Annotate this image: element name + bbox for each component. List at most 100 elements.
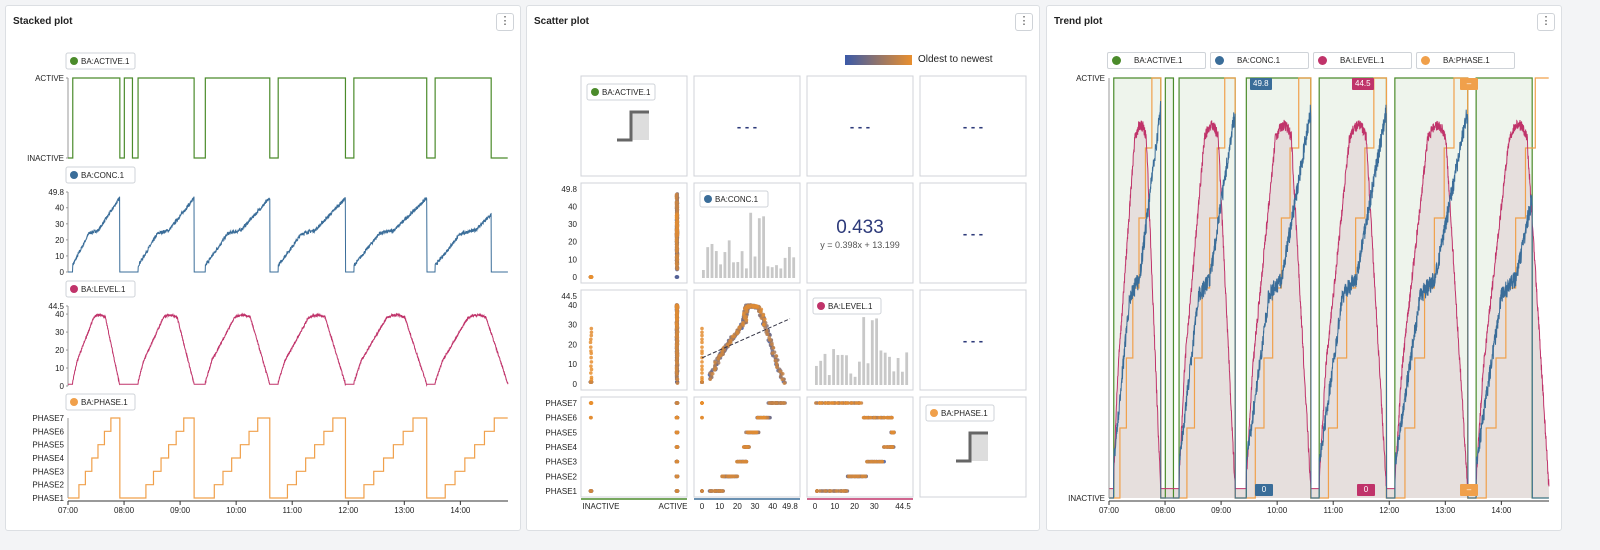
legend-label: BA:CONC.1: [1237, 56, 1281, 65]
scatter-point: [713, 366, 718, 371]
trend-plot-menu-button[interactable]: ⋮: [1537, 13, 1555, 31]
scatter-point: [589, 337, 593, 342]
scatter-point: [589, 364, 593, 368]
legend-label: BA:CONC.1: [715, 195, 759, 204]
y-tick-label: ACTIVE: [35, 74, 64, 83]
empty-cell-placeholder: - - -: [963, 119, 983, 134]
trend-legend-conc[interactable]: BA:CONC.1: [1210, 52, 1309, 69]
scatter-matrix-canvas[interactable]: - - - - - - - - - - - - - - - 0.433 y = 0.398x…: [527, 6, 1039, 530]
scatter-point: [700, 345, 704, 349]
scatter-point: [782, 381, 787, 385]
scatter-point: [850, 401, 854, 405]
correlation-value: 0.433: [836, 217, 884, 238]
legend-label: BA:ACTIVE.1: [81, 57, 130, 66]
y-tick-label: 40: [568, 301, 577, 310]
y-tick-label: 44.5: [561, 292, 577, 301]
x-tick-label: 10: [830, 502, 839, 511]
scatter-point: [870, 459, 874, 464]
scatter-point: [716, 357, 721, 361]
histogram-bar: [792, 257, 796, 278]
legend-box: [65, 166, 136, 184]
scatter-point: [675, 262, 679, 266]
series-color-dot: [1318, 56, 1327, 65]
scatter-point: [865, 459, 869, 464]
scatter-point: [589, 333, 594, 338]
scatter-point: [675, 226, 680, 230]
scatter-point: [700, 401, 704, 405]
trend-legend-active[interactable]: BA:ACTIVE.1: [1107, 52, 1206, 69]
time-gradient-label: Oldest to newest: [918, 54, 993, 65]
stacked-plot-menu-button[interactable]: ⋮: [496, 13, 514, 31]
scatter-point: [674, 366, 679, 371]
histogram-bar: [714, 251, 718, 278]
legend-label: BA:PHASE.1: [1443, 56, 1490, 65]
trend-legend-level[interactable]: BA:LEVEL.1: [1313, 52, 1412, 69]
scatter-point: [824, 401, 828, 405]
scatter-point: [700, 371, 704, 375]
scatter-point: [753, 430, 758, 435]
scatter-point: [718, 353, 723, 357]
trend-plot-title: Trend plot: [1054, 16, 1103, 27]
scatter-point: [675, 377, 680, 381]
series-color-dot: [930, 409, 938, 417]
scatter-point: [589, 377, 594, 382]
x-tick-label: 11:00: [282, 506, 302, 515]
scatter-point: [887, 415, 892, 420]
scatter-plot-menu-button[interactable]: ⋮: [1015, 13, 1033, 31]
scatter-point: [675, 489, 679, 493]
y-tick-label: 44.5: [48, 302, 64, 311]
scatter-point: [700, 380, 704, 384]
kebab-menu-icon: ⋮: [1540, 15, 1552, 27]
x-tick-label: INACTIVE: [583, 502, 620, 511]
y-tick-label: 0: [60, 268, 65, 277]
matrix-cell-0-2: [806, 75, 914, 177]
y-tick-label: 10: [55, 252, 64, 261]
regression-equation: y = 0.398x + 13.199: [820, 240, 900, 250]
x-tick-label: 09:00: [1211, 506, 1232, 515]
x-tick-label: 14:00: [450, 506, 471, 515]
scatter-point: [890, 430, 894, 435]
scatter-point: [745, 445, 749, 449]
legend-box: [65, 52, 136, 70]
histogram-bar: [815, 365, 818, 385]
scatter-point: [758, 415, 763, 420]
empty-cell-placeholder: - - -: [737, 119, 757, 134]
scatter-point: [861, 415, 866, 420]
scatter-point: [775, 365, 779, 369]
trend-plot-canvas[interactable]: ACTIVE INACTIVE 07:00 08:00 09:00 10:00 11:00 1…: [1047, 6, 1561, 530]
y-tick-label: INACTIVE: [1068, 494, 1105, 503]
scatter-point: [675, 353, 679, 357]
scatter-point: [782, 401, 787, 405]
scatter-point: [700, 415, 704, 420]
scatter-point: [710, 371, 715, 376]
scatter-point: [735, 474, 740, 479]
scatter-point: [755, 305, 760, 309]
matrix-cell-0-1: [693, 75, 801, 177]
scatter-point: [675, 338, 680, 343]
stacked-legend-ph: BA:PHASE.1: [65, 393, 136, 411]
lvl-series-line: [68, 312, 509, 387]
histogram-bar: [710, 243, 714, 278]
y-tick-label: PHASE1: [545, 487, 577, 496]
y-tick-label: 20: [55, 236, 64, 245]
histogram-bar: [766, 266, 770, 278]
scatter-point: [828, 489, 833, 493]
stacked-plot-title: Stacked plot: [13, 16, 73, 27]
legend-label: BA:PHASE.1: [941, 409, 988, 418]
matrix-cell-1-0: [580, 182, 688, 284]
series-color-dot: [591, 88, 599, 96]
scatter-point: [675, 275, 680, 279]
scatter-point: [823, 489, 828, 493]
scatter-point: [700, 364, 704, 368]
x-tick-label: 30: [751, 502, 760, 511]
stacked-plot-canvas[interactable]: BA:ACTIVE.1 BA:CONC.1 BA:LEVEL.1 BA:PHASE.1…: [6, 6, 520, 530]
scatter-point: [857, 401, 862, 405]
matrix-cell-2-0: [580, 289, 688, 391]
scatter-plot-panel: Scatter plot ⋮ Oldest to newest - - -- -…: [526, 5, 1040, 531]
scatter-point: [731, 474, 735, 479]
trend-legend-phase[interactable]: BA:PHASE.1: [1416, 52, 1515, 69]
series-color-dot: [70, 285, 78, 293]
scatter-point: [818, 489, 822, 493]
histogram-bar: [823, 353, 827, 385]
scatter-point: [814, 401, 818, 405]
